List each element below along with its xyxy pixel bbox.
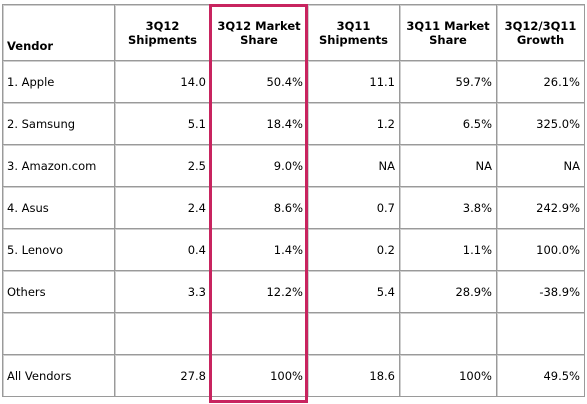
empty-table-row [3,313,585,355]
growth-cell: NA [497,145,585,187]
vendor-cell: Others [3,271,115,313]
header-vendor: Vendor [3,5,115,61]
share-3q11-cell: 3.8% [400,187,497,229]
shipments-3q12-cell: 14.0 [115,61,211,103]
shipments-3q11-cell: 1.2 [308,103,400,145]
vendor-cell: 3. Amazon.com [3,145,115,187]
shipments-3q11-cell [308,313,400,355]
vendor-cell: 1. Apple [3,61,115,103]
share-3q11-cell: NA [400,145,497,187]
share-3q12-cell: 18.4% [211,103,308,145]
shipments-3q12-cell: 27.8 [115,355,211,397]
vendor-cell: 2. Samsung [3,103,115,145]
table-row: 4. Asus 2.4 8.6% 0.7 3.8% 242.9% [3,187,585,229]
share-3q12-cell [211,313,308,355]
table-header-row: Vendor 3Q12 Shipments 3Q12 Market Share … [3,5,585,61]
table-row: 3. Amazon.com 2.5 9.0% NA NA NA [3,145,585,187]
table-row: 1. Apple 14.0 50.4% 11.1 59.7% 26.1% [3,61,585,103]
vendor-cell: 4. Asus [3,187,115,229]
vendor-cell: All Vendors [3,355,115,397]
share-3q12-cell: 9.0% [211,145,308,187]
table-row: 5. Lenovo 0.4 1.4% 0.2 1.1% 100.0% [3,229,585,271]
shipments-3q12-cell: 2.5 [115,145,211,187]
share-3q12-cell: 50.4% [211,61,308,103]
share-3q12-cell: 8.6% [211,187,308,229]
table-total-row: All Vendors 27.8 100% 18.6 100% 49.5% [3,355,585,397]
share-3q11-cell: 100% [400,355,497,397]
vendor-cell: 5. Lenovo [3,229,115,271]
shipments-3q11-cell: 11.1 [308,61,400,103]
shipments-3q11-cell: NA [308,145,400,187]
shipments-3q12-cell [115,313,211,355]
growth-cell: 325.0% [497,103,585,145]
share-3q12-cell: 100% [211,355,308,397]
share-3q11-cell: 59.7% [400,61,497,103]
shipments-table-wrapper: Vendor 3Q12 Shipments 3Q12 Market Share … [2,4,585,402]
growth-cell: 49.5% [497,355,585,397]
shipments-3q11-cell: 0.2 [308,229,400,271]
growth-cell: 26.1% [497,61,585,103]
share-3q11-cell [400,313,497,355]
growth-cell [497,313,585,355]
header-3q11-market-share: 3Q11 Market Share [400,5,497,61]
shipments-3q12-cell: 5.1 [115,103,211,145]
growth-cell: -38.9% [497,271,585,313]
vendor-cell [3,313,115,355]
share-3q11-cell: 28.9% [400,271,497,313]
shipments-3q11-cell: 18.6 [308,355,400,397]
header-3q11-shipments: 3Q11 Shipments [308,5,400,61]
header-3q12-market-share: 3Q12 Market Share [211,5,308,61]
table-row: 2. Samsung 5.1 18.4% 1.2 6.5% 325.0% [3,103,585,145]
share-3q12-cell: 1.4% [211,229,308,271]
table-row: Others 3.3 12.2% 5.4 28.9% -38.9% [3,271,585,313]
vendor-shipments-table: Vendor 3Q12 Shipments 3Q12 Market Share … [2,4,585,397]
header-growth: 3Q12/3Q11 Growth [497,5,585,61]
shipments-3q12-cell: 0.4 [115,229,211,271]
share-3q11-cell: 1.1% [400,229,497,271]
shipments-3q12-cell: 3.3 [115,271,211,313]
header-3q12-shipments: 3Q12 Shipments [115,5,211,61]
shipments-3q12-cell: 2.4 [115,187,211,229]
share-3q11-cell: 6.5% [400,103,497,145]
growth-cell: 242.9% [497,187,585,229]
share-3q12-cell: 12.2% [211,271,308,313]
shipments-3q11-cell: 5.4 [308,271,400,313]
shipments-3q11-cell: 0.7 [308,187,400,229]
growth-cell: 100.0% [497,229,585,271]
